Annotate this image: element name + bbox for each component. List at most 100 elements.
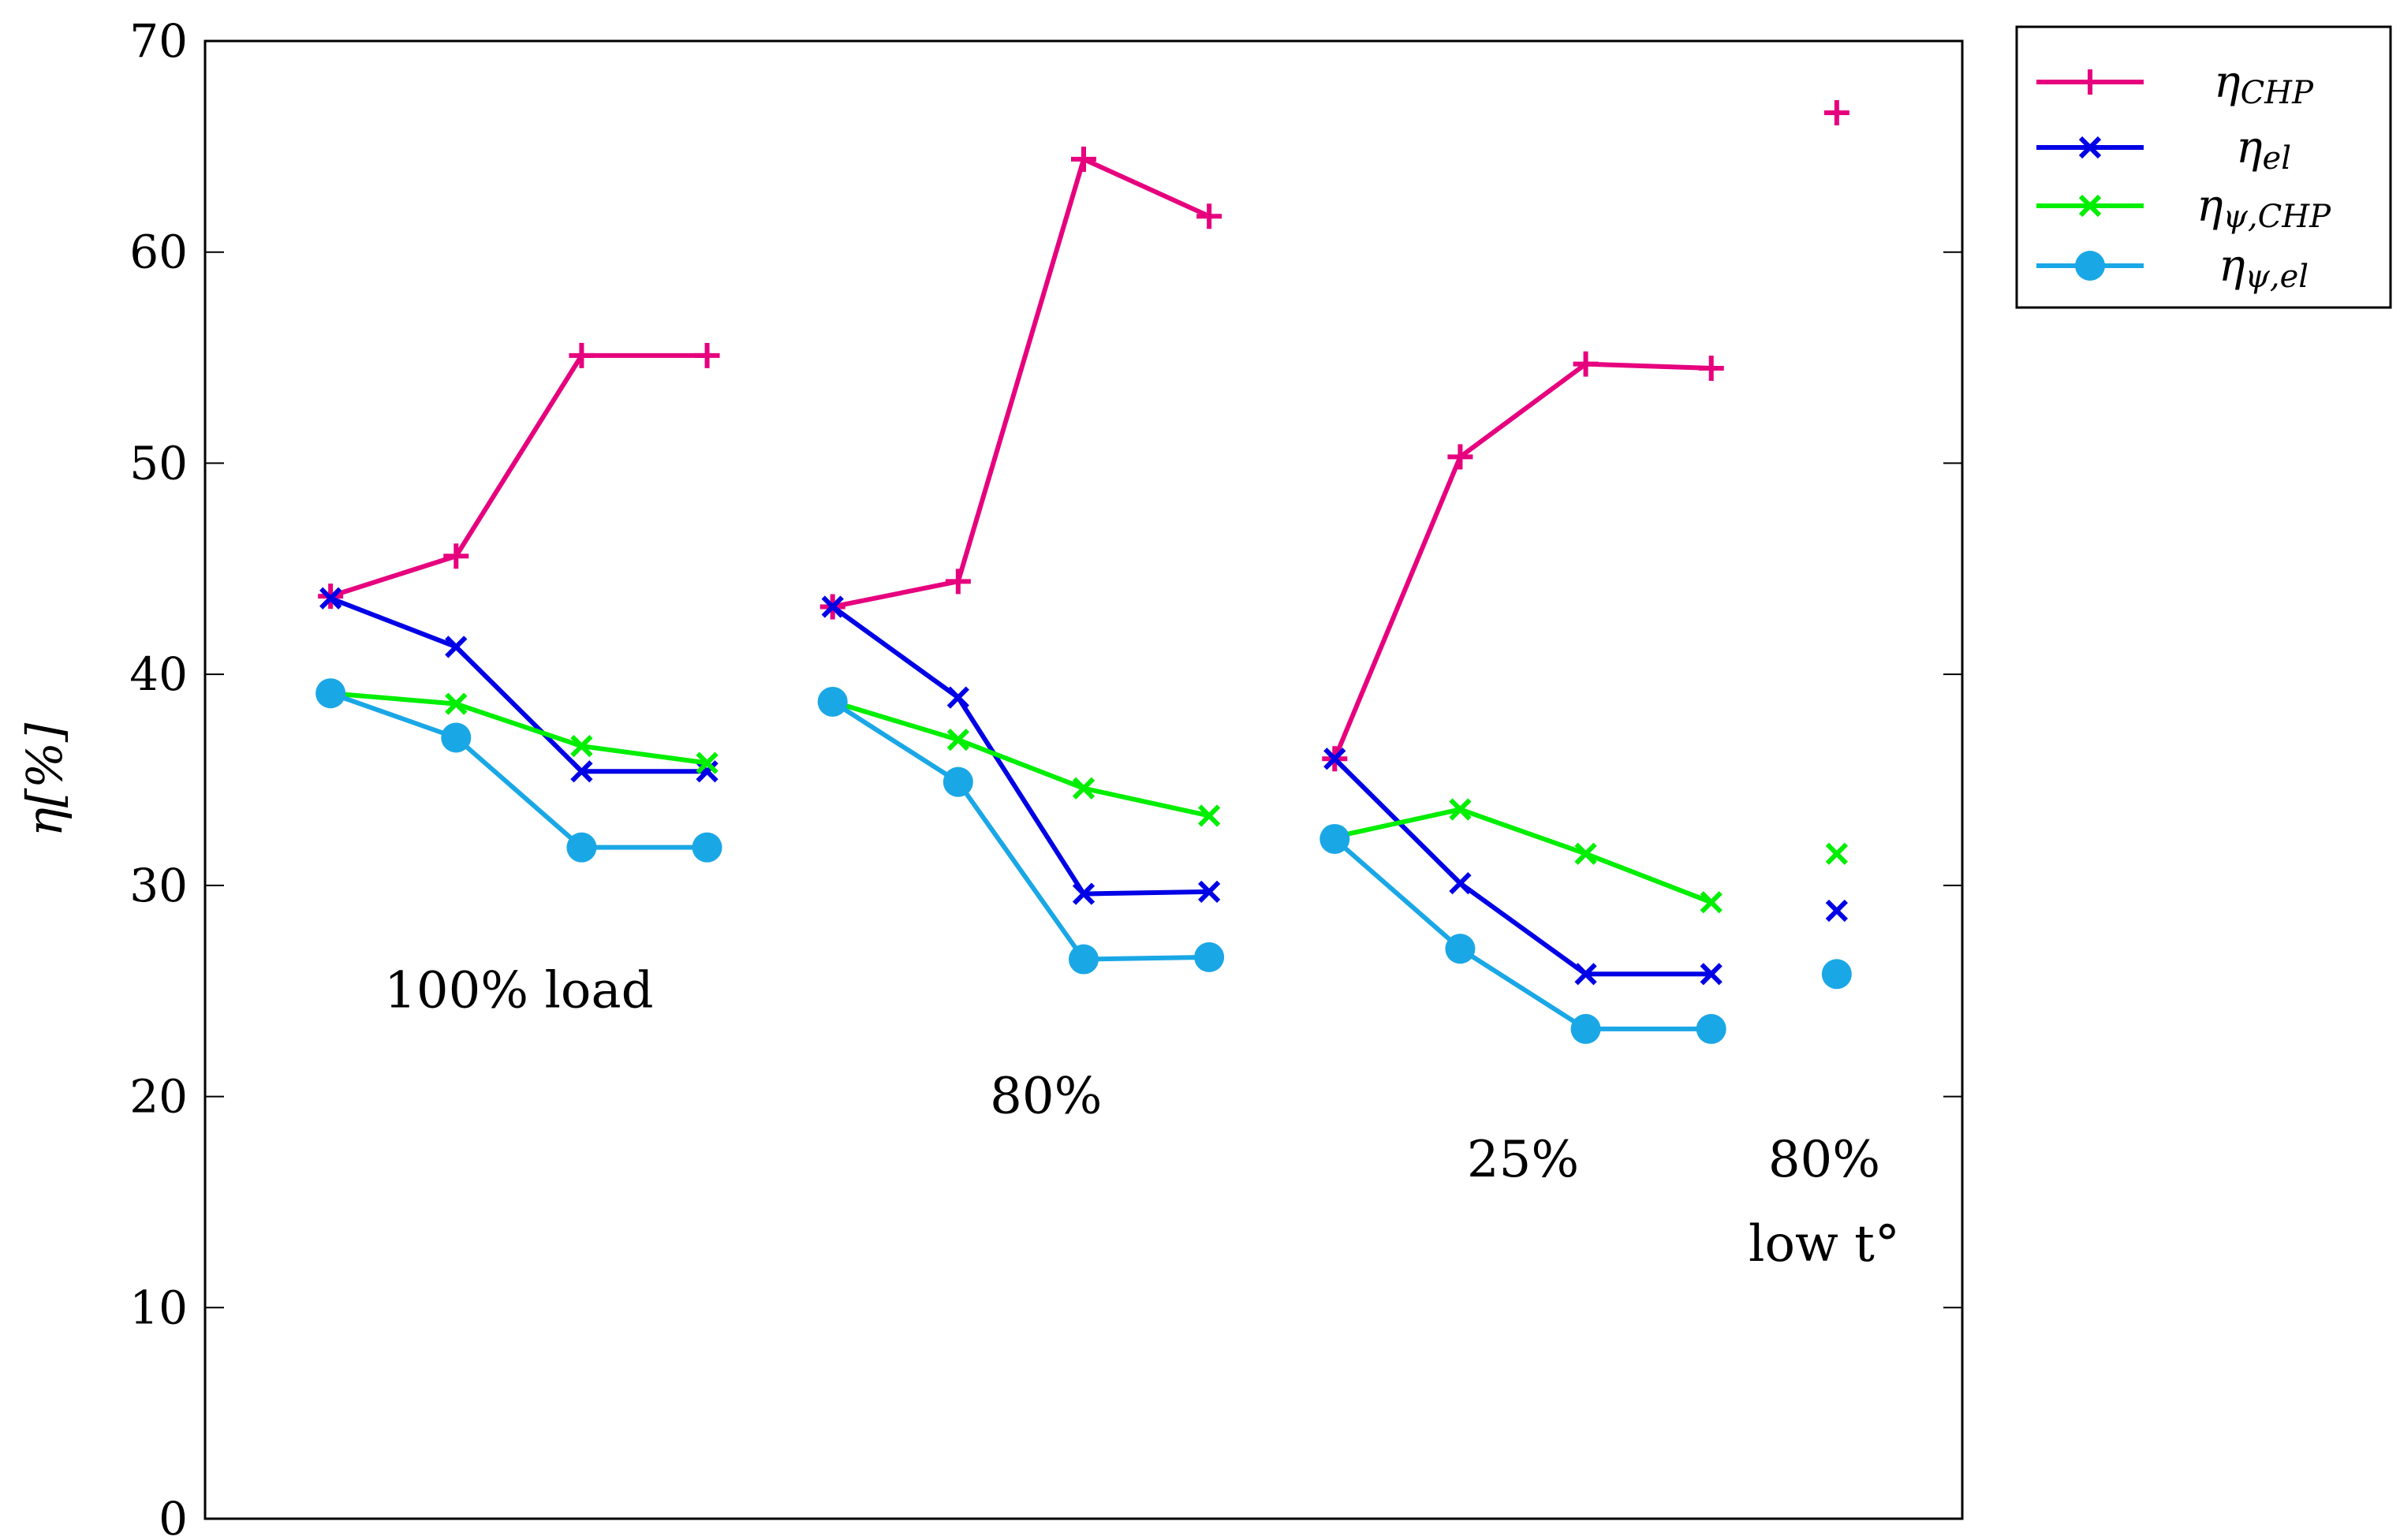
series-3-line-group-1	[831, 699, 1210, 962]
group-annotation-1: 80%	[990, 1068, 1102, 1126]
legend-label-main: η	[2219, 241, 2245, 292]
series-1-line-group-1	[830, 605, 1210, 897]
series-0-point-0-2	[569, 342, 595, 368]
legend-marker-0	[2077, 69, 2103, 95]
series-2-point-3-0	[1825, 842, 1848, 865]
legend-label-sub: CHP	[2241, 75, 2314, 111]
series-3-point-0-0	[315, 678, 346, 709]
series-0-point-1-1	[945, 569, 971, 595]
series-1-point-1-0	[821, 595, 844, 618]
legend-entry-0: ηCHP	[2036, 57, 2314, 112]
series-2-point-1-3	[1198, 804, 1221, 827]
series-0-point-0-1	[443, 543, 469, 569]
series-0-point-1-3	[1196, 203, 1222, 229]
series-1-point-2-2	[1574, 963, 1597, 986]
series-3-point-2-3	[1696, 1013, 1726, 1044]
series-layer	[315, 100, 1852, 1044]
series-3-point-1-3	[1194, 942, 1225, 972]
series-3-point-2-2	[1570, 1013, 1601, 1044]
legend-label-sub: ψ,CHP	[2223, 199, 2332, 235]
series-0-line-group-1	[832, 156, 1211, 610]
y-tick-label: 50	[129, 436, 188, 490]
series-1-point-3-0	[1825, 899, 1848, 923]
y-axis-title: η[%]	[16, 722, 73, 837]
series-0-point-2-1	[1447, 444, 1473, 470]
series-1-point-2-1	[1449, 872, 1472, 895]
group-annotation-4: low t°	[1749, 1215, 1900, 1273]
series-1-point-0-2	[570, 760, 593, 783]
legend-entry-3: ηψ,el	[2036, 241, 2309, 296]
legend-marker-2	[2078, 194, 2102, 218]
legend-label-3: ηψ,el	[2219, 241, 2309, 296]
series-2-point-2-2	[1574, 842, 1597, 865]
series-3-point-2-1	[1445, 934, 1476, 964]
legend-label-sub: el	[2263, 140, 2291, 177]
y-tick-label: 60	[129, 226, 188, 279]
y-tick-label: 30	[129, 859, 188, 912]
series-3-point-0-1	[441, 722, 472, 753]
y-axis: 0 10 20 30 40 50 60 70	[129, 14, 1962, 1540]
legend-label-main: η	[2236, 122, 2263, 173]
series-2-line-group-1	[831, 699, 1210, 818]
legend-label-sub: ψ,el	[2245, 259, 2309, 295]
legend-label-0: ηCHP	[2214, 57, 2314, 112]
series-3-point-1-0	[817, 686, 848, 717]
legend-label-main: η	[2197, 181, 2223, 232]
series-0-line-group-2	[1332, 361, 1711, 760]
y-axis-label-group: η[%]	[16, 722, 73, 837]
legend-marker-3	[2075, 251, 2105, 281]
series-3-point-0-2	[566, 832, 597, 863]
series-1-point-2-0	[1323, 748, 1346, 770]
plot-area-frame	[203, 39, 1964, 1520]
legend-label-main: η	[2214, 57, 2241, 108]
series-2-point-0-2	[570, 735, 593, 758]
legend-entry-2: ηψ,CHP	[2036, 181, 2331, 236]
legend-marker-1	[2078, 136, 2102, 159]
series-1-point-1-2	[1072, 882, 1095, 905]
series-2-point-0-3	[696, 751, 719, 774]
series-3-point-2-0	[1319, 823, 1350, 854]
y-tick-label: 0	[159, 1492, 188, 1540]
legend-label-1: ηel	[2236, 122, 2291, 177]
series-2-point-2-1	[1449, 798, 1472, 821]
series-2-point-0-1	[445, 692, 468, 715]
legend-box	[2015, 25, 2392, 309]
series-2-point-1-1	[946, 729, 969, 751]
series-1-point-2-3	[1700, 963, 1723, 986]
y-tick-label: 10	[129, 1281, 188, 1334]
series-2-point-2-3	[1700, 891, 1723, 914]
series-1-point-0-3	[696, 760, 719, 783]
series-1-line-group-0	[330, 595, 707, 774]
y-tick-label: 40	[129, 647, 188, 701]
series-3-point-0-3	[692, 832, 722, 863]
series-2	[319, 682, 1848, 914]
series-0-point-2-2	[1573, 351, 1599, 377]
legend-label-2: ηψ,CHP	[2197, 181, 2331, 236]
series-3-point-1-1	[942, 766, 973, 797]
annotation-layer: 100% load 80% 25% 80% low t°	[384, 962, 1900, 1273]
series-0-point-2-3	[1698, 355, 1724, 381]
group-annotation-2: 25%	[1467, 1131, 1579, 1189]
series-3	[315, 678, 1852, 1044]
series-0-line-group-0	[330, 352, 707, 598]
series-3-line-group-0	[330, 691, 707, 850]
series-0-point-3-0	[1823, 100, 1849, 126]
series-1-point-0-0	[319, 587, 342, 610]
series-2-line-group-0	[330, 691, 707, 766]
series-2-line-group-2	[1334, 807, 1712, 905]
series-0-point-0-3	[694, 342, 720, 368]
y-tick-label: 20	[129, 1070, 188, 1124]
series-1-point-1-1	[946, 686, 969, 709]
series-1-point-0-1	[445, 636, 468, 658]
series-0-point-1-2	[1071, 146, 1096, 172]
series-3-point-1-2	[1069, 944, 1099, 975]
series-2-point-1-2	[1072, 777, 1095, 800]
series-3-point-3-0	[1821, 959, 1852, 990]
y-tick-label: 70	[129, 14, 188, 68]
group-annotation-3: 80%	[1768, 1131, 1880, 1189]
series-3-line-group-2	[1333, 837, 1711, 1031]
series-0	[318, 100, 1849, 772]
series-1-point-1-3	[1198, 880, 1221, 904]
